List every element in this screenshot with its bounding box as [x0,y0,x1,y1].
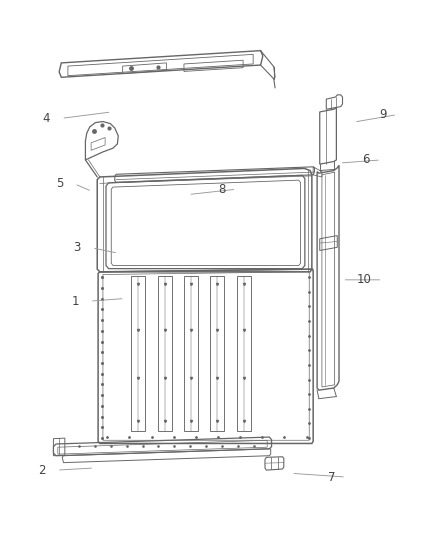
Text: 7: 7 [328,471,335,483]
Text: 1: 1 [71,295,79,308]
Text: 8: 8 [218,183,226,196]
Text: 10: 10 [357,273,371,286]
Text: 2: 2 [39,464,46,477]
Text: 5: 5 [56,177,64,190]
Text: 9: 9 [379,108,386,121]
Text: 3: 3 [74,241,81,254]
Text: 4: 4 [43,112,50,125]
Text: 6: 6 [363,154,370,166]
